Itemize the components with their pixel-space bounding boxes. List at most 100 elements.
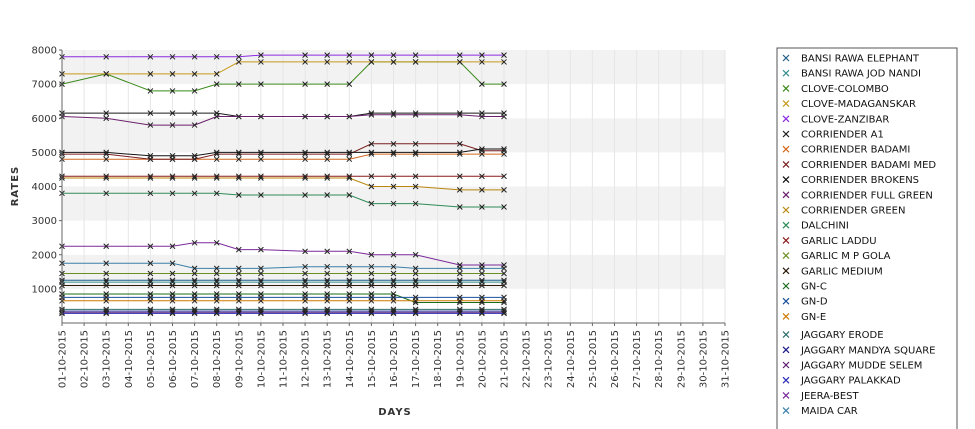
data-point xyxy=(147,122,154,128)
x-tick-label: 14-10-2015 xyxy=(345,330,356,388)
data-point xyxy=(390,251,397,258)
data-point xyxy=(324,52,331,58)
x-tick-label: 16-10-2015 xyxy=(389,330,400,388)
data-point xyxy=(103,282,110,289)
data-point xyxy=(103,243,110,250)
data-point xyxy=(501,81,507,87)
data-point xyxy=(324,248,331,255)
legend-marker xyxy=(782,176,790,184)
data-point xyxy=(456,173,463,180)
legend-marker xyxy=(782,160,790,168)
x-tick-label: 13-10-2015 xyxy=(323,330,334,388)
legend-label: JAGGARY MUDDE SELEM xyxy=(800,361,922,372)
data-point xyxy=(169,310,176,317)
data-point xyxy=(412,59,419,65)
data-point xyxy=(412,52,419,58)
legend-item: DALCHINI xyxy=(782,221,849,232)
legend-marker xyxy=(782,361,790,369)
x-tick-label: 19-10-2015 xyxy=(455,330,466,388)
data-point xyxy=(390,52,397,58)
data-point xyxy=(479,187,485,193)
data-point xyxy=(479,270,485,277)
data-point xyxy=(501,282,507,289)
data-point xyxy=(501,113,507,120)
data-point xyxy=(169,53,176,60)
data-point xyxy=(390,263,397,270)
legend-marker xyxy=(782,145,790,153)
data-point xyxy=(213,173,220,180)
legend-item: GARLIC LADDU xyxy=(782,236,877,247)
data-point xyxy=(213,53,220,60)
data-point xyxy=(213,149,220,156)
data-point xyxy=(302,173,308,180)
data-point xyxy=(235,53,242,60)
data-point xyxy=(213,156,220,163)
data-point xyxy=(412,297,419,304)
data-point xyxy=(390,111,397,118)
data-point xyxy=(169,270,176,277)
legend-label: CORRIENDER A1 xyxy=(801,130,884,141)
data-point xyxy=(346,270,353,277)
data-point xyxy=(103,115,110,122)
data-point xyxy=(169,110,176,116)
legend-item: CORRIENDER BADAMI MED xyxy=(782,160,936,171)
data-point xyxy=(501,265,507,272)
series-13 xyxy=(59,270,507,277)
data-point xyxy=(346,248,353,255)
y-tick-label: 8000 xyxy=(32,46,57,57)
legend-label: GARLIC LADDU xyxy=(801,236,877,247)
data-point xyxy=(368,149,375,156)
data-point xyxy=(390,310,397,317)
legend-item: GARLIC MEDIUM xyxy=(782,266,883,277)
data-point xyxy=(368,140,375,147)
data-point xyxy=(235,173,242,180)
data-point xyxy=(390,270,397,277)
data-point xyxy=(390,173,397,180)
data-point xyxy=(302,156,308,163)
data-point xyxy=(479,59,485,65)
x-tick-label: 26-10-2015 xyxy=(610,330,621,388)
data-point xyxy=(368,282,375,289)
data-point xyxy=(147,88,154,94)
data-point xyxy=(501,204,507,210)
series-0 xyxy=(59,277,507,284)
data-point xyxy=(258,246,264,253)
data-point xyxy=(346,282,353,289)
data-point xyxy=(191,282,198,289)
data-point xyxy=(390,282,397,289)
legend-marker xyxy=(782,54,790,62)
legend-item: CORRIENDER FULL GREEN xyxy=(782,190,933,201)
legend-label: JAGGARY MANDYA SQUARE xyxy=(800,345,935,356)
data-point xyxy=(191,152,198,159)
data-point xyxy=(191,173,198,180)
data-point xyxy=(302,81,308,87)
data-point xyxy=(302,263,308,270)
data-point xyxy=(103,149,110,156)
data-point xyxy=(258,310,264,317)
data-point xyxy=(368,297,375,304)
data-point xyxy=(191,122,198,128)
data-point xyxy=(302,248,308,255)
data-point xyxy=(147,53,154,60)
legend-label: GN-E xyxy=(801,312,826,323)
data-point xyxy=(479,310,485,317)
legend-marker xyxy=(782,376,790,384)
legend-marker xyxy=(782,282,790,290)
data-point xyxy=(103,71,110,77)
data-point xyxy=(169,297,176,304)
y-tick-label: 1000 xyxy=(32,284,57,295)
data-point xyxy=(235,246,242,253)
legend-item: GN-E xyxy=(782,312,826,323)
legend-label: MAIDA CAR xyxy=(801,406,858,417)
legend-item: CORRIENDER GREEN xyxy=(782,206,905,217)
data-point xyxy=(346,52,353,58)
legend-item: JEERA-BEST xyxy=(782,391,860,402)
data-point xyxy=(479,113,485,120)
data-point xyxy=(235,113,242,120)
data-point xyxy=(412,270,419,277)
data-point xyxy=(147,282,154,289)
data-point xyxy=(302,297,308,304)
data-point xyxy=(213,81,220,87)
data-point xyxy=(213,310,220,317)
data-point xyxy=(368,270,375,277)
